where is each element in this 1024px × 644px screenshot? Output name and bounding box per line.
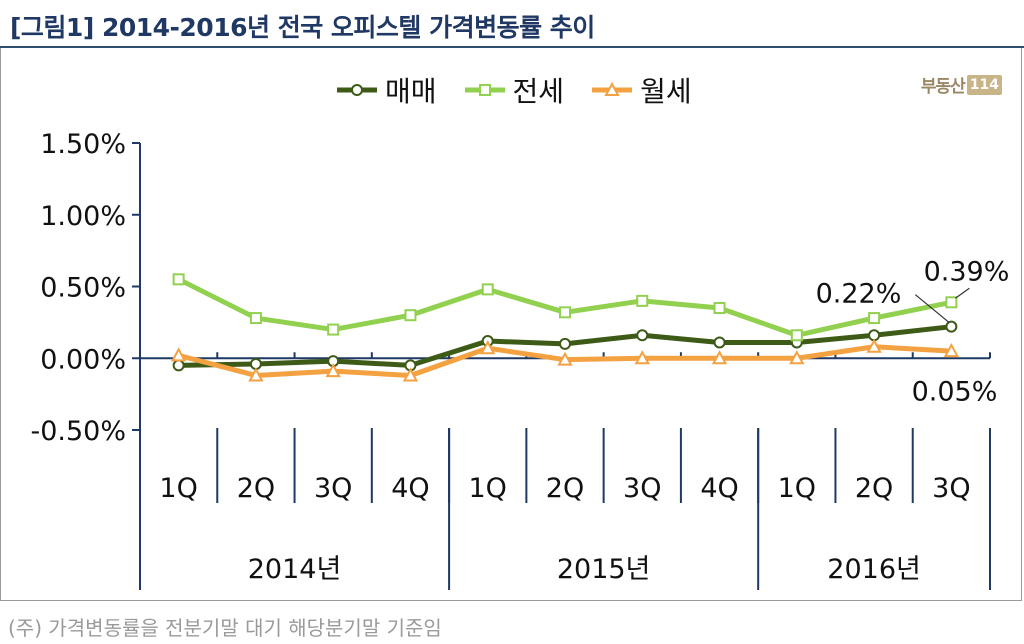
data-point — [634, 350, 650, 365]
year-label: 2015년 — [557, 554, 651, 585]
data-point — [713, 336, 726, 349]
data-point — [172, 359, 185, 372]
x-tick-label: 4Q — [391, 473, 429, 504]
data-point — [480, 340, 496, 355]
data-point — [636, 294, 649, 307]
x-tick-label: 4Q — [700, 473, 738, 504]
brand-logo-box: 114 — [966, 74, 1002, 95]
legend-triangle-line-icon — [592, 81, 633, 96]
line-chart: 1.50% 1.00% 0.50% 0.00% -0.50% 1Q 2Q 3Q 4Q 1Q 2Q 3Q… — [30, 129, 1010, 590]
legend-item-jeonse: 전세 — [463, 70, 565, 110]
x-tick-label: 2Q — [855, 473, 893, 504]
data-point — [868, 312, 881, 325]
x-tick-label: 2Q — [546, 473, 584, 504]
x-tick-label: 3Q — [314, 473, 352, 504]
data-point — [559, 306, 571, 319]
data-point — [170, 347, 187, 362]
data-point — [404, 309, 417, 322]
year-label: 2014년 — [248, 554, 342, 585]
footnote: (주) 가격변동률을 전분기말 대기 해당분기말 기준임 — [8, 616, 442, 640]
chart-title: [그림1] 2014-2016년 전국 오피스텔 가격변동률 추이 — [10, 13, 595, 42]
data-label: 0.39% — [924, 256, 1010, 287]
data-point — [248, 367, 264, 382]
legend-item-maemae: 매매 — [335, 70, 437, 110]
data-point — [481, 283, 494, 296]
y-tick-label: 1.50% — [40, 129, 126, 160]
data-point — [172, 273, 185, 286]
legend-square-line-icon — [464, 84, 505, 96]
x-tick-label: 2Q — [237, 473, 275, 504]
x-tick-label: 3Q — [932, 473, 970, 504]
x-tick-label: 3Q — [623, 473, 661, 504]
legend-circle-line-icon — [337, 84, 377, 96]
data-point — [943, 342, 960, 358]
data-label: 0.05% — [912, 376, 998, 407]
data-point — [790, 329, 803, 342]
x-tick-label: 1Q — [778, 473, 816, 504]
legend: 매매 전세 월세 — [335, 72, 718, 108]
annotation-leader — [955, 287, 970, 299]
legend-label-jeonse: 전세 — [512, 75, 565, 108]
y-tick-label: 1.00% — [40, 201, 126, 232]
data-point — [325, 363, 341, 378]
data-point — [402, 367, 419, 382]
data-point — [945, 320, 958, 333]
year-label: 2016년 — [827, 554, 921, 585]
legend-item-wolse: 월세 — [590, 70, 692, 110]
data-point — [711, 350, 728, 365]
legend-label-wolse: 월세 — [640, 75, 692, 108]
x-tick-label: 1Q — [469, 473, 507, 504]
title-rule — [0, 46, 1024, 48]
legend-label-maemae: 매매 — [385, 75, 437, 108]
data-label: 0.22% — [816, 279, 902, 310]
annotation-leader — [914, 294, 950, 324]
y-tick-label: -0.50% — [30, 416, 126, 447]
y-tick-label: 0.50% — [40, 273, 126, 304]
y-tick-label: 0.00% — [40, 344, 126, 375]
data-point — [866, 338, 882, 353]
data-point — [557, 351, 573, 366]
data-point — [636, 329, 649, 342]
brand-logo-text: 부동산 — [920, 77, 966, 97]
data-point — [945, 296, 958, 309]
data-point — [559, 337, 571, 350]
brand-logo: 부동산 114 — [921, 72, 1002, 97]
x-tick-label: 1Q — [159, 473, 197, 504]
data-point — [249, 312, 262, 325]
data-point — [327, 323, 340, 336]
data-point — [713, 302, 726, 315]
data-point — [789, 350, 805, 365]
chart-frame — [0, 48, 1022, 601]
